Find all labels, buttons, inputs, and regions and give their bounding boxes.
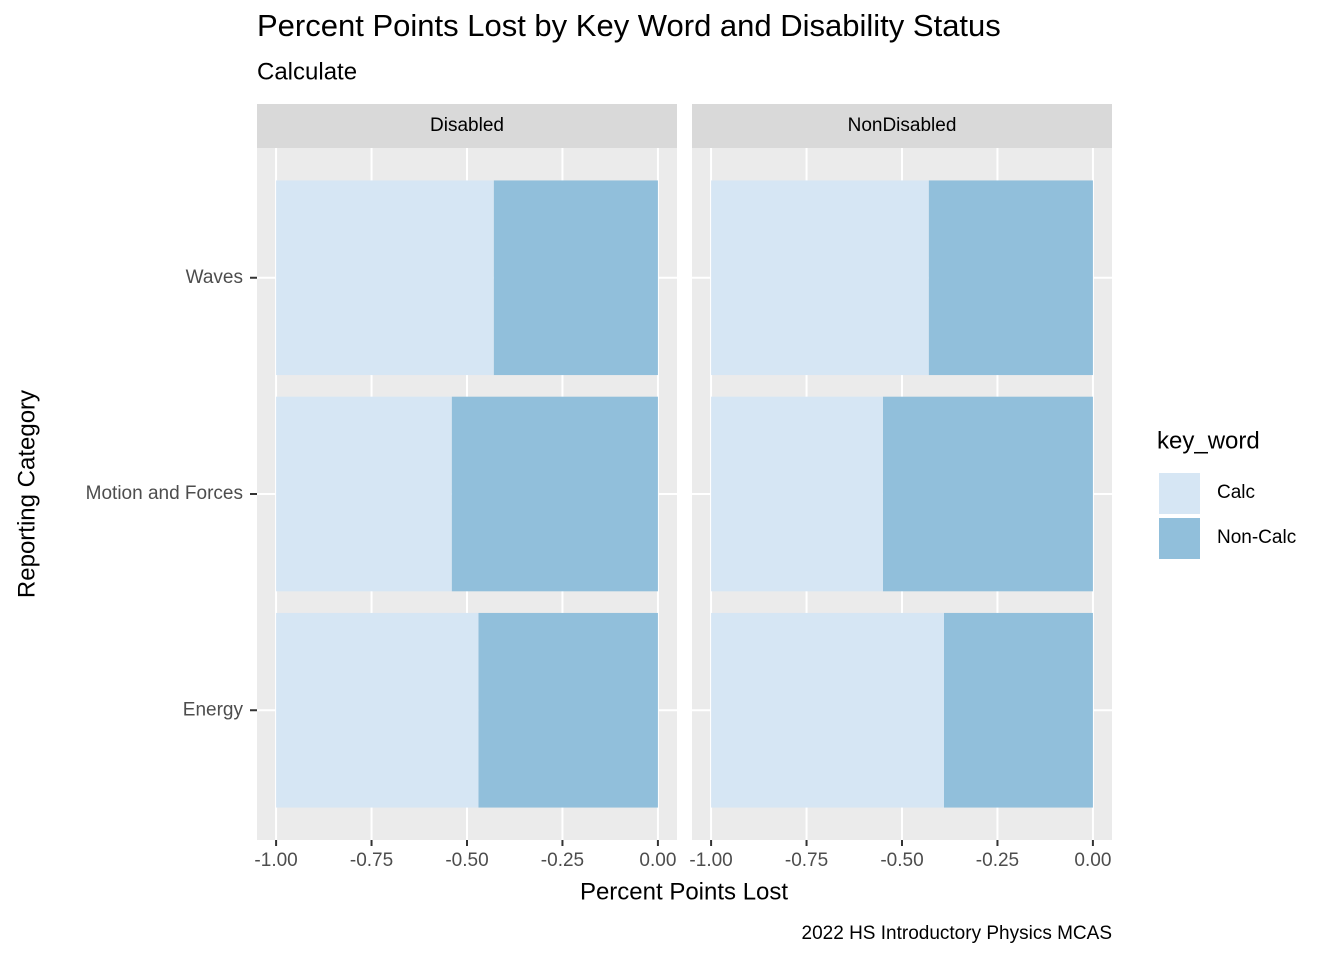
bar: [882, 396, 1093, 592]
x-tick-label: -0.50: [880, 850, 923, 871]
y-axis-title: Reporting Category: [13, 390, 40, 598]
bar: [478, 612, 658, 808]
strip-label: NonDisabled: [848, 115, 957, 136]
bar: [276, 396, 452, 592]
caption: 2022 HS Introductory Physics MCAS: [802, 923, 1112, 944]
legend-swatch: [1157, 471, 1202, 516]
bar: [493, 180, 658, 376]
bar: [711, 612, 944, 808]
x-tick-label: -0.75: [350, 850, 393, 871]
x-tick-label: -0.25: [976, 850, 1019, 871]
x-tick-label: -0.25: [541, 850, 584, 871]
bar: [711, 180, 929, 376]
x-axis-title: Percent Points Lost: [580, 878, 788, 905]
x-tick-label: -1.00: [254, 850, 297, 871]
legend-label: Non-Calc: [1217, 527, 1296, 548]
y-tick-label: Motion and Forces: [86, 483, 243, 504]
legend-label: Calc: [1217, 482, 1255, 503]
x-tick-label: -0.75: [785, 850, 828, 871]
x-tick-label: -1.00: [689, 850, 732, 871]
strip-label: Disabled: [430, 115, 504, 136]
legend-title: key_word: [1157, 427, 1260, 454]
chart-subtitle: Calculate: [257, 58, 357, 85]
bar: [276, 180, 494, 376]
y-tick-label: Waves: [186, 267, 243, 288]
y-tick-label: Energy: [183, 699, 244, 720]
bar: [276, 612, 479, 808]
x-tick-label: 0.00: [639, 850, 676, 871]
legend-swatch: [1157, 516, 1202, 561]
bar: [711, 396, 883, 592]
strip: [257, 104, 677, 148]
strip: [692, 104, 1112, 148]
bar: [928, 180, 1093, 376]
chart-title: Percent Points Lost by Key Word and Disa…: [257, 8, 1001, 43]
x-tick-label: 0.00: [1074, 850, 1111, 871]
x-tick-label: -0.50: [445, 850, 488, 871]
bar: [451, 396, 658, 592]
bar: [944, 612, 1093, 808]
